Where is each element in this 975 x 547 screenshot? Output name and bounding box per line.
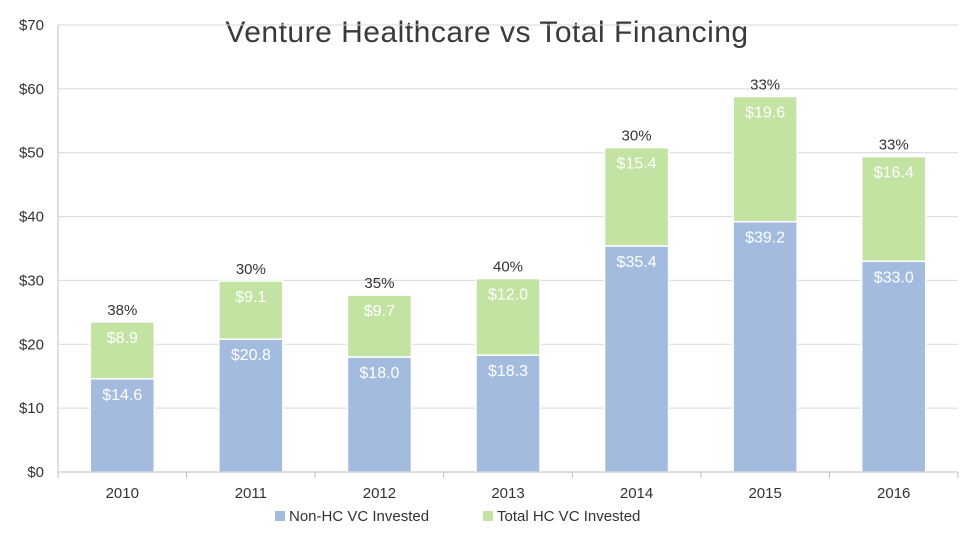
bar-segment-label: $35.4 bbox=[617, 254, 657, 271]
legend-swatch bbox=[275, 511, 285, 521]
y-tick-label: $30 bbox=[19, 272, 44, 289]
bar-segment-label: $16.4 bbox=[874, 165, 914, 182]
y-tick-label: $10 bbox=[19, 400, 44, 417]
y-tick-label: $40 bbox=[19, 209, 44, 226]
bar-segment-label: $33.0 bbox=[874, 269, 914, 286]
bar-segment-label: $15.4 bbox=[617, 156, 657, 173]
bar-segment-hc bbox=[732, 95, 798, 223]
y-tick-label: $70 bbox=[19, 17, 44, 34]
bar-segment-label: $9.7 bbox=[364, 303, 395, 320]
share-label: 33% bbox=[879, 137, 909, 154]
share-label: 30% bbox=[236, 261, 266, 278]
legend-swatch bbox=[483, 511, 493, 521]
bar-segment-label: $8.9 bbox=[107, 330, 138, 347]
bar-segment-non-hc bbox=[732, 220, 798, 473]
legend: Non-HC VC Invested Total HC VC Invested bbox=[275, 508, 640, 525]
bar-segment-non-hc bbox=[860, 260, 927, 473]
legend-label: Total HC VC Invested bbox=[497, 508, 640, 525]
share-label: 38% bbox=[107, 302, 137, 319]
bar-segment-hc bbox=[860, 155, 927, 263]
bar-segment-hc bbox=[89, 321, 156, 380]
bar-segment-label: $9.1 bbox=[235, 289, 266, 306]
share-label: 40% bbox=[493, 259, 523, 276]
x-tick-label: 2014 bbox=[620, 485, 653, 502]
x-tick-label: 2013 bbox=[491, 485, 524, 502]
bar-segment-non-hc bbox=[603, 245, 670, 473]
bar-segment-label: $39.2 bbox=[745, 230, 785, 247]
x-tick-label: 2010 bbox=[106, 485, 139, 502]
bar-segment-hc bbox=[475, 277, 541, 356]
y-tick-label: $50 bbox=[19, 145, 44, 162]
bars: $14.6 $8.9 38% $20.8 $9.1 30% $18.0 $9.7 35% $18.… bbox=[89, 77, 927, 473]
bar-segment-non-hc bbox=[346, 356, 413, 473]
legend-label: Non-HC VC Invested bbox=[289, 508, 429, 525]
bar-segment-label: $14.6 bbox=[102, 387, 142, 404]
x-axis: 2010 2011 2012 2013 2014 2015 2016 bbox=[57, 471, 959, 502]
share-label: 30% bbox=[622, 128, 652, 145]
x-tick-label: 2015 bbox=[748, 485, 781, 502]
x-tick-label: 2011 bbox=[235, 485, 267, 502]
bar-segment-non-hc bbox=[218, 338, 284, 473]
y-tick-label: $20 bbox=[19, 336, 44, 353]
bar-segment-label: $18.3 bbox=[488, 363, 528, 380]
bar-segment-label: $18.0 bbox=[359, 365, 399, 382]
bar-segment-hc bbox=[346, 294, 413, 358]
x-tick-label: 2016 bbox=[877, 485, 910, 502]
bar-segment-label: $20.8 bbox=[231, 347, 271, 364]
bar-segment-hc bbox=[603, 146, 670, 247]
bar-segment-label: $12.0 bbox=[488, 287, 528, 304]
bar-segment-hc bbox=[218, 280, 284, 340]
bar-segment-non-hc bbox=[89, 378, 156, 473]
chart-title: Venture Healthcare vs Total Financing bbox=[225, 16, 748, 49]
share-label: 33% bbox=[750, 77, 780, 94]
bar-segment-label: $19.6 bbox=[745, 105, 785, 122]
y-tick-label: $60 bbox=[19, 81, 44, 98]
y-axis: $0 $10 $20 $30 $40 $50 $60 $70 bbox=[19, 17, 59, 481]
x-tick-label: 2012 bbox=[363, 485, 396, 502]
share-label: 35% bbox=[364, 275, 394, 292]
y-tick-label: $0 bbox=[27, 464, 44, 481]
